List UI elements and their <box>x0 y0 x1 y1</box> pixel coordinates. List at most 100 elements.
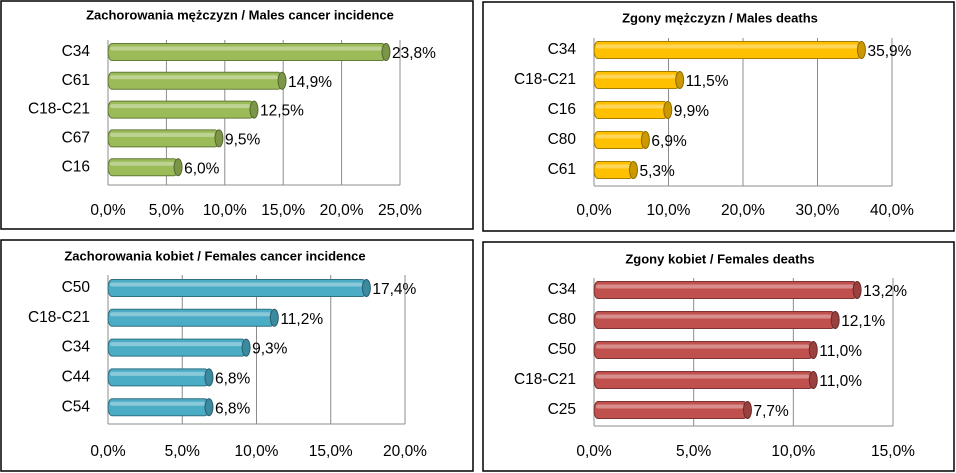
bar-highlight <box>596 74 676 79</box>
bar <box>107 398 210 417</box>
x-tick-label: 10,0% <box>647 202 691 219</box>
bar-highlight <box>110 132 215 137</box>
y-tick-label: C16 <box>62 158 90 175</box>
y-tick-label: C61 <box>62 72 90 89</box>
x-tick-label: 20,0% <box>320 202 364 219</box>
bar <box>107 129 220 148</box>
y-tick-label: C18-C21 <box>514 371 576 388</box>
x-tick-label: 0,0% <box>576 443 612 460</box>
bar-highlight <box>110 342 243 347</box>
x-tick-label: 5,0% <box>165 443 201 460</box>
value-label: 6,0% <box>184 160 220 177</box>
x-tick-label: 20,0% <box>383 443 427 460</box>
bar-highlight <box>596 314 832 319</box>
bar <box>593 401 748 419</box>
bar-highlight <box>596 374 810 379</box>
bar <box>107 368 210 387</box>
value-label: 12,5% <box>260 103 304 120</box>
value-label: 17,4% <box>372 281 416 298</box>
bar <box>107 338 247 357</box>
x-tick-label: 0,0% <box>90 202 126 219</box>
x-tick-label: 15,0% <box>261 202 305 219</box>
value-label: 11,2% <box>280 311 323 328</box>
bar <box>107 43 387 61</box>
bar <box>593 311 836 329</box>
value-label: 23,8% <box>392 45 436 62</box>
bar-highlight <box>110 282 363 287</box>
bar <box>593 281 858 299</box>
y-tick-label: C34 <box>548 281 577 298</box>
bar <box>593 71 681 89</box>
x-tick-label: 15,0% <box>309 443 353 460</box>
bar-cap <box>381 43 391 61</box>
y-tick-label: C67 <box>62 129 90 146</box>
x-tick-label: 0,0% <box>90 443 126 460</box>
x-tick-label: 0,0% <box>576 202 612 219</box>
bar <box>593 131 646 149</box>
bar <box>107 71 283 90</box>
x-tick-label: 10,0% <box>771 443 815 460</box>
y-tick-label: C80 <box>548 131 577 148</box>
bar <box>107 308 275 327</box>
bar <box>107 279 367 297</box>
y-tick-label: C18-C21 <box>28 309 90 326</box>
bar-highlight <box>596 164 630 169</box>
bar-cap <box>204 368 214 387</box>
bar-highlight <box>596 134 642 139</box>
bar-highlight <box>110 312 271 317</box>
value-label: 9,9% <box>674 103 710 120</box>
value-label: 11,0% <box>819 343 862 360</box>
y-tick-label: C50 <box>62 279 91 296</box>
value-label: 6,9% <box>651 133 687 150</box>
bar-highlight <box>596 344 810 349</box>
y-tick-label: C25 <box>548 401 576 418</box>
bar <box>593 101 669 119</box>
x-tick-label: 5,0% <box>676 443 712 460</box>
chart-title: Zachorowania mężczyzn / Males cancer inc… <box>86 7 394 22</box>
bar-highlight <box>110 371 205 376</box>
x-tick-label: 40,0% <box>870 202 914 219</box>
value-label: 7,7% <box>753 403 789 420</box>
y-tick-label: C80 <box>548 311 577 328</box>
bar-highlight <box>110 401 205 406</box>
bar-highlight <box>596 44 858 49</box>
bar-highlight <box>596 104 664 109</box>
y-tick-label: C50 <box>548 341 577 358</box>
x-tick-label: 30,0% <box>796 202 840 219</box>
x-tick-label: 10,0% <box>235 443 279 460</box>
y-tick-label: C18-C21 <box>28 101 90 118</box>
bar-highlight <box>110 46 382 51</box>
y-tick-label: C34 <box>62 43 91 60</box>
y-tick-label: C54 <box>62 398 91 415</box>
bar-highlight <box>110 161 175 166</box>
x-tick-label: 5,0% <box>149 202 185 219</box>
bar-cap <box>241 338 251 357</box>
x-tick-label: 20,0% <box>721 202 765 219</box>
bar-cap <box>808 341 818 359</box>
bar-cap <box>640 131 650 149</box>
bar-cap <box>628 161 638 179</box>
value-label: 9,3% <box>252 341 288 358</box>
bar <box>593 371 814 389</box>
y-tick-label: C34 <box>62 339 91 356</box>
chart-title: Zachorowania kobiet / Females cancer inc… <box>64 248 365 263</box>
bar-cap <box>204 398 214 417</box>
bar-highlight <box>110 104 250 109</box>
panel <box>482 1 955 232</box>
bar <box>107 158 179 177</box>
bar-cap <box>173 158 183 177</box>
bar-cap <box>214 129 224 148</box>
bar <box>593 41 862 59</box>
value-label: 11,5% <box>686 73 729 90</box>
bar <box>593 341 814 359</box>
bar <box>107 100 255 119</box>
value-label: 35,9% <box>867 43 911 60</box>
chart-title: Zgony mężczyzn / Males deaths <box>622 10 818 25</box>
y-tick-label: C16 <box>548 101 576 118</box>
bar-cap <box>269 308 279 327</box>
value-label: 12,1% <box>841 313 885 330</box>
value-label: 13,2% <box>863 283 907 300</box>
y-tick-label: C61 <box>548 161 576 178</box>
